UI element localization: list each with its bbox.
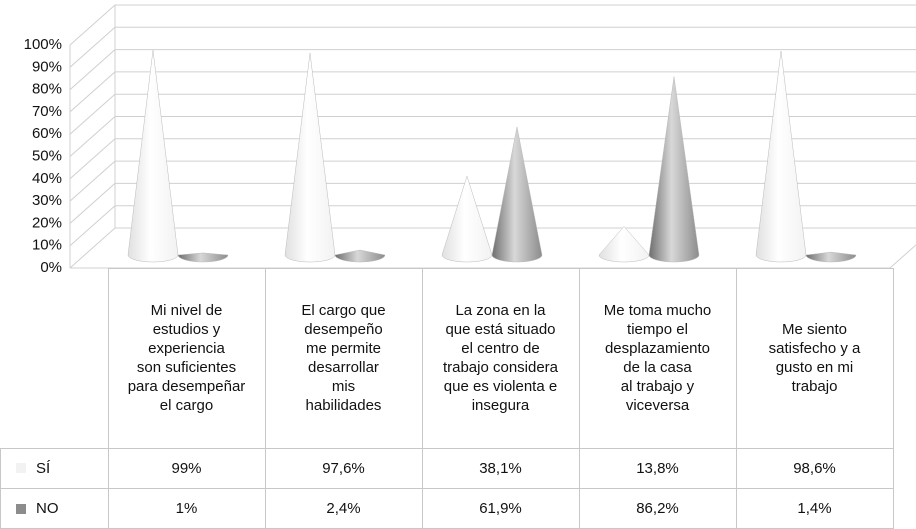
table-line bbox=[0, 448, 893, 449]
grid-line bbox=[69, 183, 116, 224]
legend-entry: SÍ bbox=[0, 448, 108, 488]
legend-label: SÍ bbox=[36, 459, 51, 477]
legend-label: NO bbox=[36, 500, 59, 517]
value-label: 61,9% bbox=[479, 500, 522, 517]
value-label: 98,6% bbox=[793, 459, 836, 477]
value-label: 97,6% bbox=[322, 459, 365, 477]
grid-line bbox=[69, 227, 116, 269]
cone bbox=[284, 52, 336, 263]
y-tick-label: 40% bbox=[32, 170, 62, 187]
value-label: 1% bbox=[175, 500, 198, 517]
y-tick-label: 20% bbox=[32, 214, 62, 231]
category-label: Me siento satisfecho y a gusto en mi tra… bbox=[768, 321, 861, 395]
grid-line bbox=[69, 26, 116, 68]
y-tick-label: 10% bbox=[32, 237, 62, 254]
cone bbox=[177, 252, 229, 263]
table-line bbox=[108, 268, 893, 269]
category-label: La zona en la que está situado el centro… bbox=[442, 302, 559, 414]
cone bbox=[334, 249, 386, 263]
value-label: 99% bbox=[171, 459, 202, 477]
y-tick-label: 70% bbox=[32, 103, 62, 120]
y-tick-label: 50% bbox=[32, 147, 62, 164]
category-label: Mi nivel de estudios y experiencia son s… bbox=[127, 302, 246, 414]
y-tick-label: 90% bbox=[32, 58, 62, 75]
category-label: El cargo que desempeño me permite desarr… bbox=[301, 302, 386, 414]
legend-entry: NO bbox=[0, 488, 108, 529]
value-label: 2,4% bbox=[326, 500, 361, 517]
y-tick-label: 30% bbox=[32, 192, 62, 209]
cone bbox=[441, 175, 493, 263]
grid-line bbox=[69, 205, 116, 247]
table-line bbox=[893, 268, 894, 529]
table-line bbox=[422, 268, 423, 529]
value-label: 38,1% bbox=[479, 459, 522, 477]
cone bbox=[755, 50, 807, 263]
floor-edge bbox=[889, 244, 916, 269]
cone bbox=[648, 76, 700, 263]
value-label: 86,2% bbox=[636, 500, 679, 517]
y-tick-label: 60% bbox=[32, 125, 62, 142]
table-line bbox=[108, 268, 109, 529]
cone bbox=[805, 251, 857, 263]
cone bbox=[127, 50, 179, 263]
grid-line bbox=[69, 138, 116, 180]
y-tick-label: 0% bbox=[40, 259, 62, 276]
value-label: 13,8% bbox=[636, 459, 679, 477]
grid-line bbox=[69, 49, 116, 90]
category-label: Me toma mucho tiempo el desplazamiento d… bbox=[603, 302, 712, 414]
cone bbox=[598, 226, 650, 263]
grid-line bbox=[69, 71, 116, 113]
value-label: 1,4% bbox=[797, 500, 832, 517]
table-line bbox=[265, 268, 266, 529]
legend-key bbox=[16, 503, 26, 514]
y-tick-label: 100% bbox=[24, 36, 62, 53]
cone bbox=[491, 126, 543, 263]
table-line bbox=[0, 488, 893, 489]
grid-line bbox=[69, 160, 116, 202]
grid-line bbox=[69, 93, 116, 135]
table-line bbox=[736, 268, 737, 529]
grid-line bbox=[69, 4, 116, 46]
table-line bbox=[579, 268, 580, 529]
y-tick-label: 80% bbox=[32, 81, 62, 98]
grid-line bbox=[69, 116, 116, 157]
legend-key bbox=[16, 463, 26, 473]
table-line bbox=[0, 448, 1, 529]
